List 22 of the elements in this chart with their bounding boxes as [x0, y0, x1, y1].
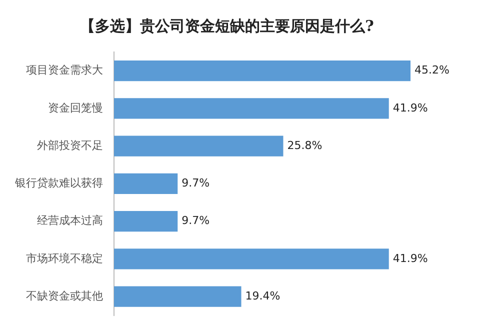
bar: [114, 248, 389, 270]
bar: [114, 60, 411, 82]
data-label: 9.7%: [182, 176, 210, 190]
y-tick-label: 银行贷款难以获得: [14, 176, 103, 190]
bar: [114, 98, 389, 119]
data-label: 45.2%: [414, 64, 450, 77]
data-label: 41.9%: [392, 252, 428, 265]
y-tick-label: 外部投资不足: [37, 138, 103, 152]
data-label: 41.9%: [392, 101, 428, 114]
data-label: 9.7%: [182, 214, 210, 228]
bar: [114, 210, 178, 232]
bar: [114, 286, 242, 307]
y-tick-label: 不缺资金或其他: [26, 289, 103, 302]
data-label: 19.4%: [245, 289, 280, 302]
y-tick-label: 资金回笼慢: [48, 101, 103, 114]
bar: [114, 136, 284, 156]
data-label: 25.8%: [287, 138, 322, 152]
y-tick-label: 项目资金需求大: [26, 64, 103, 77]
chart-title: 【多选】贵公司资金短缺的主要原因是什么?: [80, 16, 374, 35]
y-tick-label: 市场环境不稳定: [26, 252, 103, 265]
bar: [114, 173, 178, 194]
y-tick-label: 经营成本过高: [37, 214, 103, 228]
